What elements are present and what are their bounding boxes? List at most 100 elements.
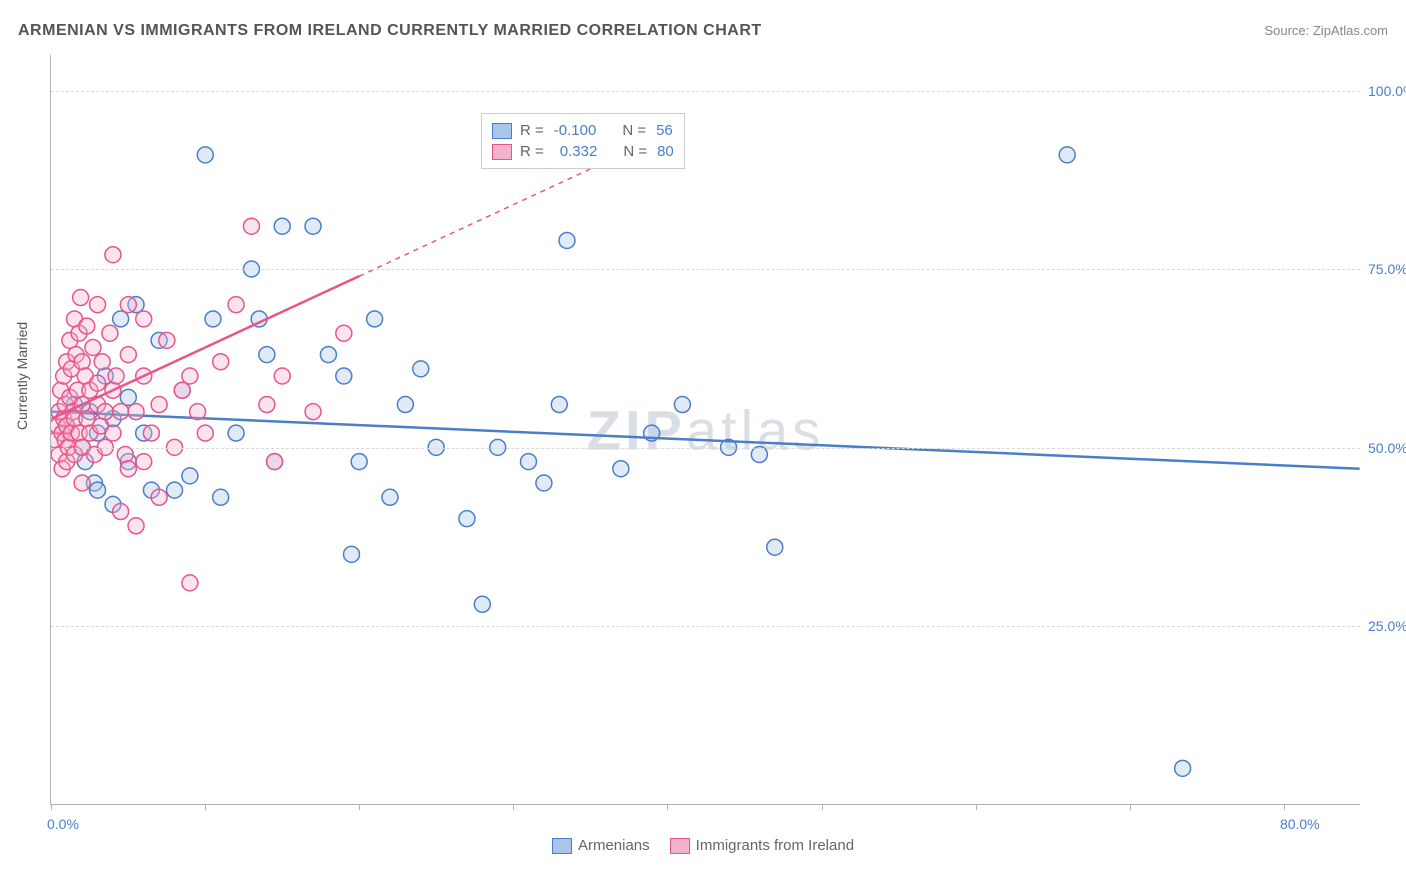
data-point bbox=[59, 418, 75, 434]
data-point bbox=[397, 397, 413, 413]
n-label: N = bbox=[623, 143, 647, 160]
data-point bbox=[59, 454, 75, 470]
data-point bbox=[259, 347, 275, 363]
legend-row-ireland: R = 0.332 N = 80 bbox=[492, 141, 674, 162]
r-label: R = bbox=[520, 122, 544, 139]
data-point bbox=[62, 332, 78, 348]
data-point bbox=[136, 425, 152, 441]
data-point bbox=[674, 397, 690, 413]
data-point bbox=[120, 454, 136, 470]
data-point bbox=[73, 290, 89, 306]
gridline-h bbox=[51, 269, 1360, 270]
data-point bbox=[351, 454, 367, 470]
data-point bbox=[71, 425, 87, 441]
data-point bbox=[68, 347, 84, 363]
legend-item-armenians: Armenians bbox=[552, 837, 650, 854]
data-point bbox=[113, 404, 129, 420]
data-point bbox=[413, 361, 429, 377]
data-point bbox=[74, 397, 90, 413]
plot-area: ZIPatlas R = -0.100 N = 56 R = 0.332 N =… bbox=[50, 55, 1360, 805]
data-point bbox=[136, 368, 152, 384]
data-point bbox=[108, 368, 124, 384]
data-point bbox=[57, 397, 73, 413]
y-tick-label: 100.0% bbox=[1368, 83, 1406, 99]
data-point bbox=[62, 389, 78, 405]
y-tick-label: 25.0% bbox=[1368, 618, 1406, 634]
data-point bbox=[459, 511, 475, 527]
y-tick-label: 75.0% bbox=[1368, 261, 1406, 277]
data-point bbox=[82, 425, 98, 441]
data-point bbox=[751, 446, 767, 462]
data-point bbox=[77, 454, 93, 470]
data-point bbox=[82, 404, 98, 420]
legend-label-armenians: Armenians bbox=[578, 837, 650, 854]
n-label: N = bbox=[622, 122, 646, 139]
data-point bbox=[51, 418, 66, 434]
data-point bbox=[182, 368, 198, 384]
data-point bbox=[243, 218, 259, 234]
data-point bbox=[367, 311, 383, 327]
data-point bbox=[336, 325, 352, 341]
data-point bbox=[53, 382, 69, 398]
data-point bbox=[120, 389, 136, 405]
x-tick bbox=[822, 804, 823, 810]
data-point bbox=[113, 311, 129, 327]
n-value-armenians: 56 bbox=[656, 122, 673, 139]
x-tick bbox=[1284, 804, 1285, 810]
data-point bbox=[167, 482, 183, 498]
data-point bbox=[77, 368, 93, 384]
n-value-ireland: 80 bbox=[657, 143, 674, 160]
data-point bbox=[51, 432, 64, 448]
data-point bbox=[267, 454, 283, 470]
data-point bbox=[151, 397, 167, 413]
r-value-armenians: -0.100 bbox=[554, 122, 597, 139]
watermark-light: atlas bbox=[686, 398, 824, 461]
series-legend: Armenians Immigrants from Ireland bbox=[0, 837, 1406, 854]
data-point bbox=[521, 454, 537, 470]
data-point bbox=[86, 475, 102, 491]
data-point bbox=[151, 332, 167, 348]
data-point bbox=[82, 382, 98, 398]
data-point bbox=[536, 475, 552, 491]
data-point bbox=[79, 318, 95, 334]
swatch-armenians bbox=[492, 123, 512, 139]
data-point bbox=[120, 347, 136, 363]
data-point bbox=[251, 311, 267, 327]
legend-row-armenians: R = -0.100 N = 56 bbox=[492, 120, 674, 141]
data-point bbox=[274, 368, 290, 384]
data-point bbox=[63, 425, 79, 441]
data-point bbox=[344, 546, 360, 562]
data-point bbox=[136, 311, 152, 327]
data-point bbox=[136, 454, 152, 470]
data-point bbox=[94, 354, 110, 370]
data-point bbox=[117, 446, 133, 462]
data-point bbox=[174, 382, 190, 398]
x-tick bbox=[359, 804, 360, 810]
data-point bbox=[51, 446, 67, 462]
x-tick bbox=[976, 804, 977, 810]
data-point bbox=[102, 325, 118, 341]
data-point bbox=[93, 418, 109, 434]
data-point bbox=[59, 354, 75, 370]
data-point bbox=[151, 489, 167, 505]
data-point bbox=[113, 504, 129, 520]
data-point bbox=[128, 297, 144, 313]
data-point bbox=[143, 482, 159, 498]
swatch-armenians-icon bbox=[552, 838, 572, 854]
data-point bbox=[213, 354, 229, 370]
x-tick bbox=[667, 804, 668, 810]
data-point bbox=[551, 397, 567, 413]
data-point bbox=[336, 368, 352, 384]
data-point bbox=[267, 454, 283, 470]
data-point bbox=[74, 475, 90, 491]
data-point bbox=[86, 446, 102, 462]
data-point bbox=[174, 382, 190, 398]
data-point bbox=[65, 404, 81, 420]
data-point bbox=[66, 411, 82, 427]
y-tick-label: 50.0% bbox=[1368, 440, 1406, 456]
data-point bbox=[143, 425, 159, 441]
data-point bbox=[120, 461, 136, 477]
x-tick bbox=[205, 804, 206, 810]
trend-line bbox=[51, 412, 1359, 469]
data-point bbox=[57, 432, 73, 448]
